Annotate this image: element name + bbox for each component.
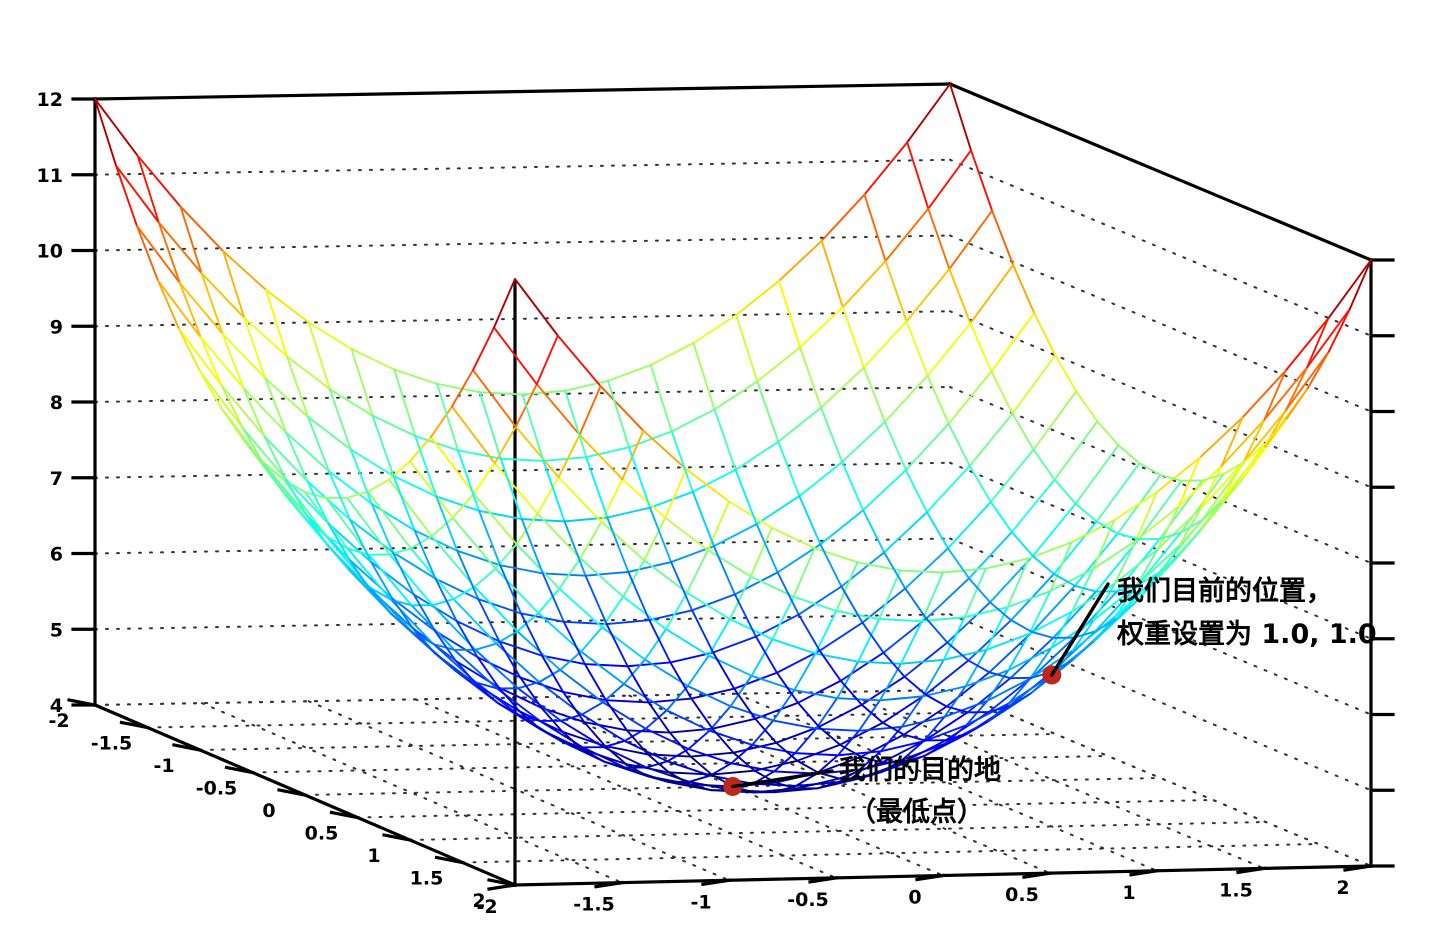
z-tick-label-10: 10 [37, 241, 63, 263]
y-tick-label-0: 0 [908, 887, 921, 909]
y-tick-label-2: 2 [1336, 877, 1349, 899]
y-tick-label--1.5: -1.5 [573, 894, 615, 916]
y-tick-label-1.5: 1.5 [1219, 879, 1253, 901]
z-tick-label-5: 5 [50, 619, 63, 641]
x-tick-label--0.5: -0.5 [196, 778, 238, 800]
z-tick-label-4: 4 [50, 695, 63, 717]
x-tick-label--1.5: -1.5 [91, 733, 133, 755]
y-tick-label-1: 1 [1122, 882, 1135, 904]
y-tick-label-0.5: 0.5 [1005, 884, 1039, 906]
leader-line-current-position [1050, 582, 1110, 677]
x-tick-label--2: -2 [48, 710, 69, 732]
annotation-leader-lines [731, 582, 1110, 789]
leader-line-destination [731, 769, 834, 789]
z-tick-label-12: 12 [37, 89, 63, 111]
z-tick-label-6: 6 [50, 544, 63, 566]
z-tick-label-7: 7 [50, 468, 63, 490]
y-tick-label--2: -2 [476, 896, 497, 918]
surface-wireframe [94, 83, 1372, 794]
x-tick-label-0: 0 [262, 800, 275, 822]
x-tick-label--1: -1 [153, 755, 174, 777]
z-tick-label-11: 11 [37, 165, 63, 187]
y-tick-label--0.5: -0.5 [787, 889, 829, 911]
x-tick-label-2: 2 [472, 890, 485, 912]
x-tick-label-1: 1 [367, 845, 380, 867]
x-tick-label-0.5: 0.5 [305, 823, 339, 845]
y-tick-label--1: -1 [690, 891, 711, 913]
axis-tick-marks [67, 97, 1395, 891]
x-tick-label-1.5: 1.5 [410, 868, 444, 890]
z-tick-label-8: 8 [50, 392, 63, 414]
z-tick-label-9: 9 [50, 316, 63, 338]
